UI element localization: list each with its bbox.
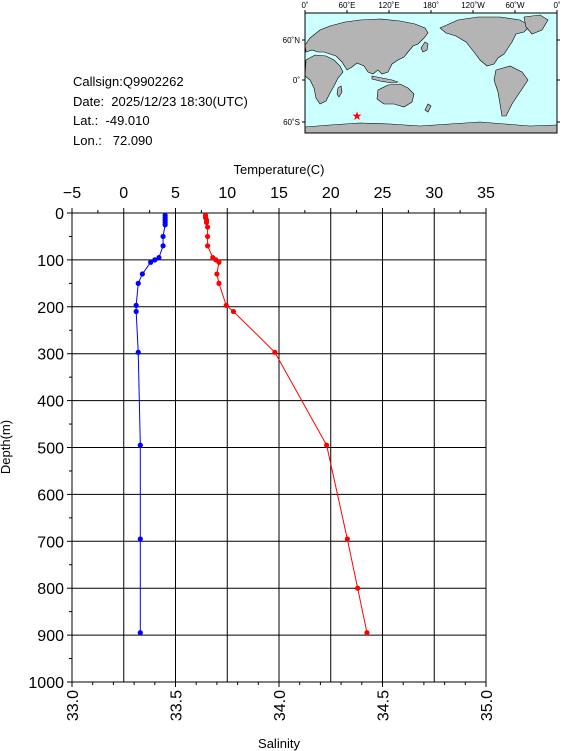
depth-axis-label: Depth(m) (0, 420, 13, 474)
japan-landmass (420, 41, 429, 53)
eurasia-landmass (304, 18, 429, 75)
depth-tick-label: 300 (37, 347, 64, 364)
temperature-tick-label: 35 (477, 185, 495, 202)
salinity-point (135, 349, 141, 355)
temperature-point (216, 280, 222, 286)
temperature-tick-label: 10 (218, 185, 236, 202)
profile-chart: −5 0 5 10 15 20 25 30 35 0 100 200 300 400 500 600 700 80… (0, 162, 496, 751)
chart-ticks: −5 0 5 10 15 20 25 30 35 0 100 200 300 400 500 600 700 80… (28, 185, 496, 721)
temperature-point (204, 233, 211, 240)
location-map: 0˚ 60˚E 120˚E 180˚ 120˚W 60˚W 0˚ 60˚N 0˚ 60˚S ★ (283, 1, 561, 134)
depth-tick-label: 800 (37, 581, 64, 598)
salinity-point (135, 280, 141, 286)
temperature-tick-label: 0 (119, 185, 128, 202)
map-lat-label: 0˚ (293, 76, 300, 85)
temperature-axis-label: Temperature(C) (233, 162, 324, 177)
callsign-text: Callsign:Q9902262 (73, 74, 184, 89)
salinity-tick-label: 33.0 (65, 690, 82, 721)
depth-tick-label: 1000 (28, 675, 64, 692)
greenland-landmass (523, 14, 549, 35)
map-lat-label: 60˚S (283, 118, 300, 127)
depth-tick-label: 700 (37, 534, 64, 551)
new-zealand-landmass (424, 103, 432, 113)
salinity-tick-label: 34.5 (376, 690, 393, 721)
longitude-text: Lon.: 72.090 (73, 132, 153, 148)
salinity-axis-label: Salinity (258, 736, 300, 751)
salinity-profile-line (135, 215, 166, 633)
map-lon-label: 120˚W (461, 1, 485, 10)
map-land (304, 14, 558, 134)
temperature-tick-label: −5 (63, 185, 81, 202)
chart-series (133, 212, 370, 636)
map-lon-label: 120˚E (378, 1, 399, 10)
temperature-tick-label: 20 (322, 185, 340, 202)
temperature-profile-line (205, 215, 368, 633)
salinity-point (133, 302, 139, 308)
salinity-point (148, 259, 154, 265)
chart-grid (72, 213, 486, 682)
south-america-landmass (493, 65, 529, 117)
salinity-point (137, 536, 143, 542)
salinity-tick-label: 35.0 (479, 690, 496, 721)
temperature-point (203, 219, 210, 225)
map-lon-label: 0˚ (553, 1, 560, 10)
temperature-point (364, 630, 370, 636)
temperature-point (216, 259, 222, 265)
temperature-point (204, 224, 211, 230)
north-america-landmass (439, 16, 531, 67)
depth-tick-label: 0 (55, 206, 64, 223)
temperature-point (344, 536, 350, 542)
temperature-point (223, 302, 229, 308)
map-lat-label: 60˚N (283, 36, 301, 45)
africa-landmass (304, 54, 344, 105)
temperature-point (230, 308, 237, 315)
temperature-point (204, 243, 211, 249)
map-lon-label: 60˚E (339, 1, 356, 10)
latitude-text: Lat.: -49.010 (73, 113, 150, 128)
temperature-point (272, 349, 278, 355)
salinity-point (133, 308, 139, 315)
indonesia-landmass (371, 75, 399, 84)
depth-tick-label: 200 (37, 300, 64, 317)
salinity-point (137, 442, 143, 448)
map-lon-label: 60˚W (505, 1, 525, 10)
temperature-point (214, 271, 220, 277)
depth-tick-label: 400 (37, 394, 64, 411)
salinity-point (139, 271, 145, 277)
map-lon-label: 180˚ (423, 1, 439, 10)
map-axis-ticks: 0˚ 60˚E 120˚E 180˚ 120˚W 60˚W 0˚ 60˚N 0˚ 60˚S (283, 1, 561, 127)
salinity-point (160, 243, 166, 249)
temperature-tick-label: 5 (171, 185, 180, 202)
salinity-point (152, 257, 158, 263)
australia-landmass (376, 83, 415, 108)
depth-tick-label: 600 (37, 487, 64, 504)
salinity-tick-label: 34.0 (272, 690, 289, 721)
salinity-point (137, 630, 143, 636)
temperature-tick-label: 15 (270, 185, 288, 202)
depth-tick-label: 100 (37, 253, 64, 270)
float-location-marker: ★ (352, 109, 363, 123)
depth-tick-label: 500 (37, 441, 64, 458)
temperature-tick-label: 30 (425, 185, 443, 202)
temperature-point (324, 442, 330, 448)
salinity-tick-label: 33.5 (169, 690, 186, 721)
map-lon-label: 0˚ (301, 1, 308, 10)
salinity-point (156, 254, 162, 261)
madagascar-landmass (336, 85, 343, 98)
temperature-point (355, 585, 361, 591)
date-text: Date: 2025/12/23 18:30(UTC) (73, 93, 248, 109)
salinity-point (162, 222, 168, 228)
float-info: Callsign:Q9902262 Date: 2025/12/23 18:30… (73, 72, 248, 150)
depth-tick-label: 900 (37, 628, 64, 645)
temperature-tick-label: 25 (374, 185, 392, 202)
salinity-point (160, 233, 166, 240)
